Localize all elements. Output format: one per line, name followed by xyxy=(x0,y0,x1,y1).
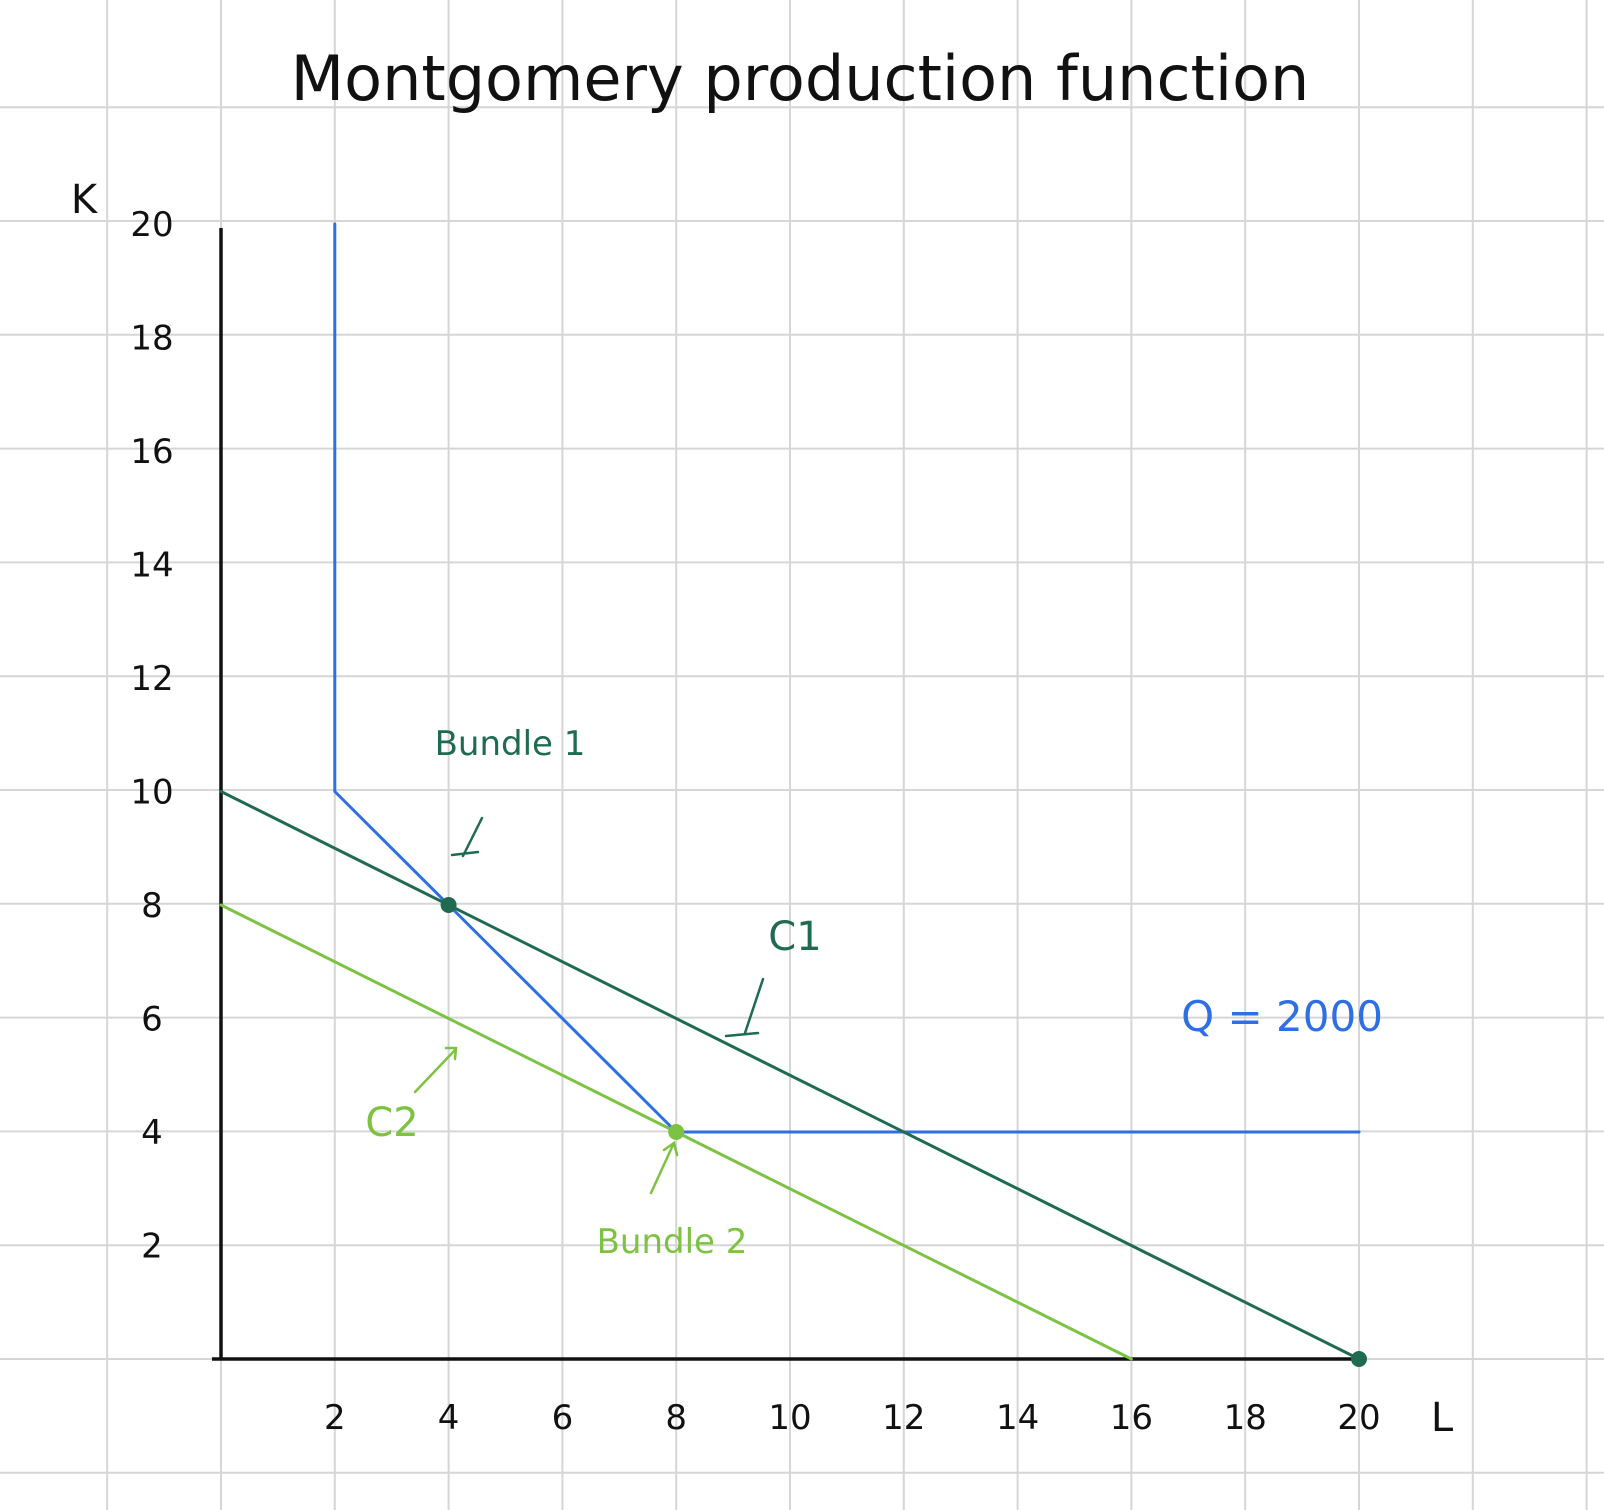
x-tick-label: 4 xyxy=(438,1398,460,1438)
c2-annotation: C2 xyxy=(365,1046,458,1146)
y-tick-label: 4 xyxy=(141,1113,163,1153)
points xyxy=(440,897,1367,1367)
bundle-2-arrow xyxy=(649,1140,679,1195)
x-tick-label: 14 xyxy=(996,1398,1039,1438)
x-tick-label: 10 xyxy=(768,1398,811,1438)
y-tick-label: 6 xyxy=(141,1000,163,1040)
y-tick-label: 16 xyxy=(130,432,173,472)
y-tick-label: 18 xyxy=(130,319,173,359)
annotations: Bundle 1 Bundle 2 C1 C2 Q = 2000 xyxy=(365,724,1383,1262)
y-tick-label: 12 xyxy=(130,659,173,699)
y-tick-label: 2 xyxy=(141,1227,163,1267)
intercept-point xyxy=(1351,1351,1367,1367)
bundle-2-point xyxy=(668,1124,685,1140)
y-tick-label: 10 xyxy=(130,773,173,813)
x-tick-label: 6 xyxy=(552,1398,574,1438)
y-tick-label: 20 xyxy=(130,205,173,245)
x-tick-label: 18 xyxy=(1224,1398,1267,1438)
y-axis-label: K xyxy=(71,177,99,223)
y-tick-labels: 2 4 6 8 10 12 14 16 18 20 xyxy=(130,205,173,1267)
c1-arrow xyxy=(724,977,765,1038)
chart-title: Montgomery production function xyxy=(291,42,1310,115)
c1-label: C1 xyxy=(768,914,821,960)
x-tick-labels: 2 4 6 8 10 12 14 16 18 20 xyxy=(324,1398,1381,1438)
bundle-1-label: Bundle 1 xyxy=(435,724,586,764)
x-axis-label: L xyxy=(1431,1395,1454,1441)
axes: K L xyxy=(71,177,1454,1441)
x-tick-label: 12 xyxy=(882,1398,925,1438)
x-tick-label: 2 xyxy=(324,1398,346,1438)
x-tick-label: 20 xyxy=(1337,1398,1380,1438)
y-tick-label: 14 xyxy=(130,546,173,586)
y-tick-label: 8 xyxy=(141,886,163,926)
bundle-1-arrow xyxy=(450,816,484,858)
bundle-2-annotation: Bundle 2 xyxy=(597,1140,748,1262)
c2-label: C2 xyxy=(365,1100,418,1146)
bundle-2-label: Bundle 2 xyxy=(597,1222,748,1262)
isocost-line-c1 xyxy=(219,790,1361,1361)
c1-annotation: C1 xyxy=(724,914,822,1038)
bundle-1-point xyxy=(440,897,457,913)
bundle-1-annotation: Bundle 1 xyxy=(435,724,586,858)
c2-arrow xyxy=(413,1046,458,1094)
x-tick-label: 16 xyxy=(1110,1398,1153,1438)
x-tick-label: 8 xyxy=(665,1398,687,1438)
isoquant-label: Q = 2000 xyxy=(1181,992,1383,1041)
